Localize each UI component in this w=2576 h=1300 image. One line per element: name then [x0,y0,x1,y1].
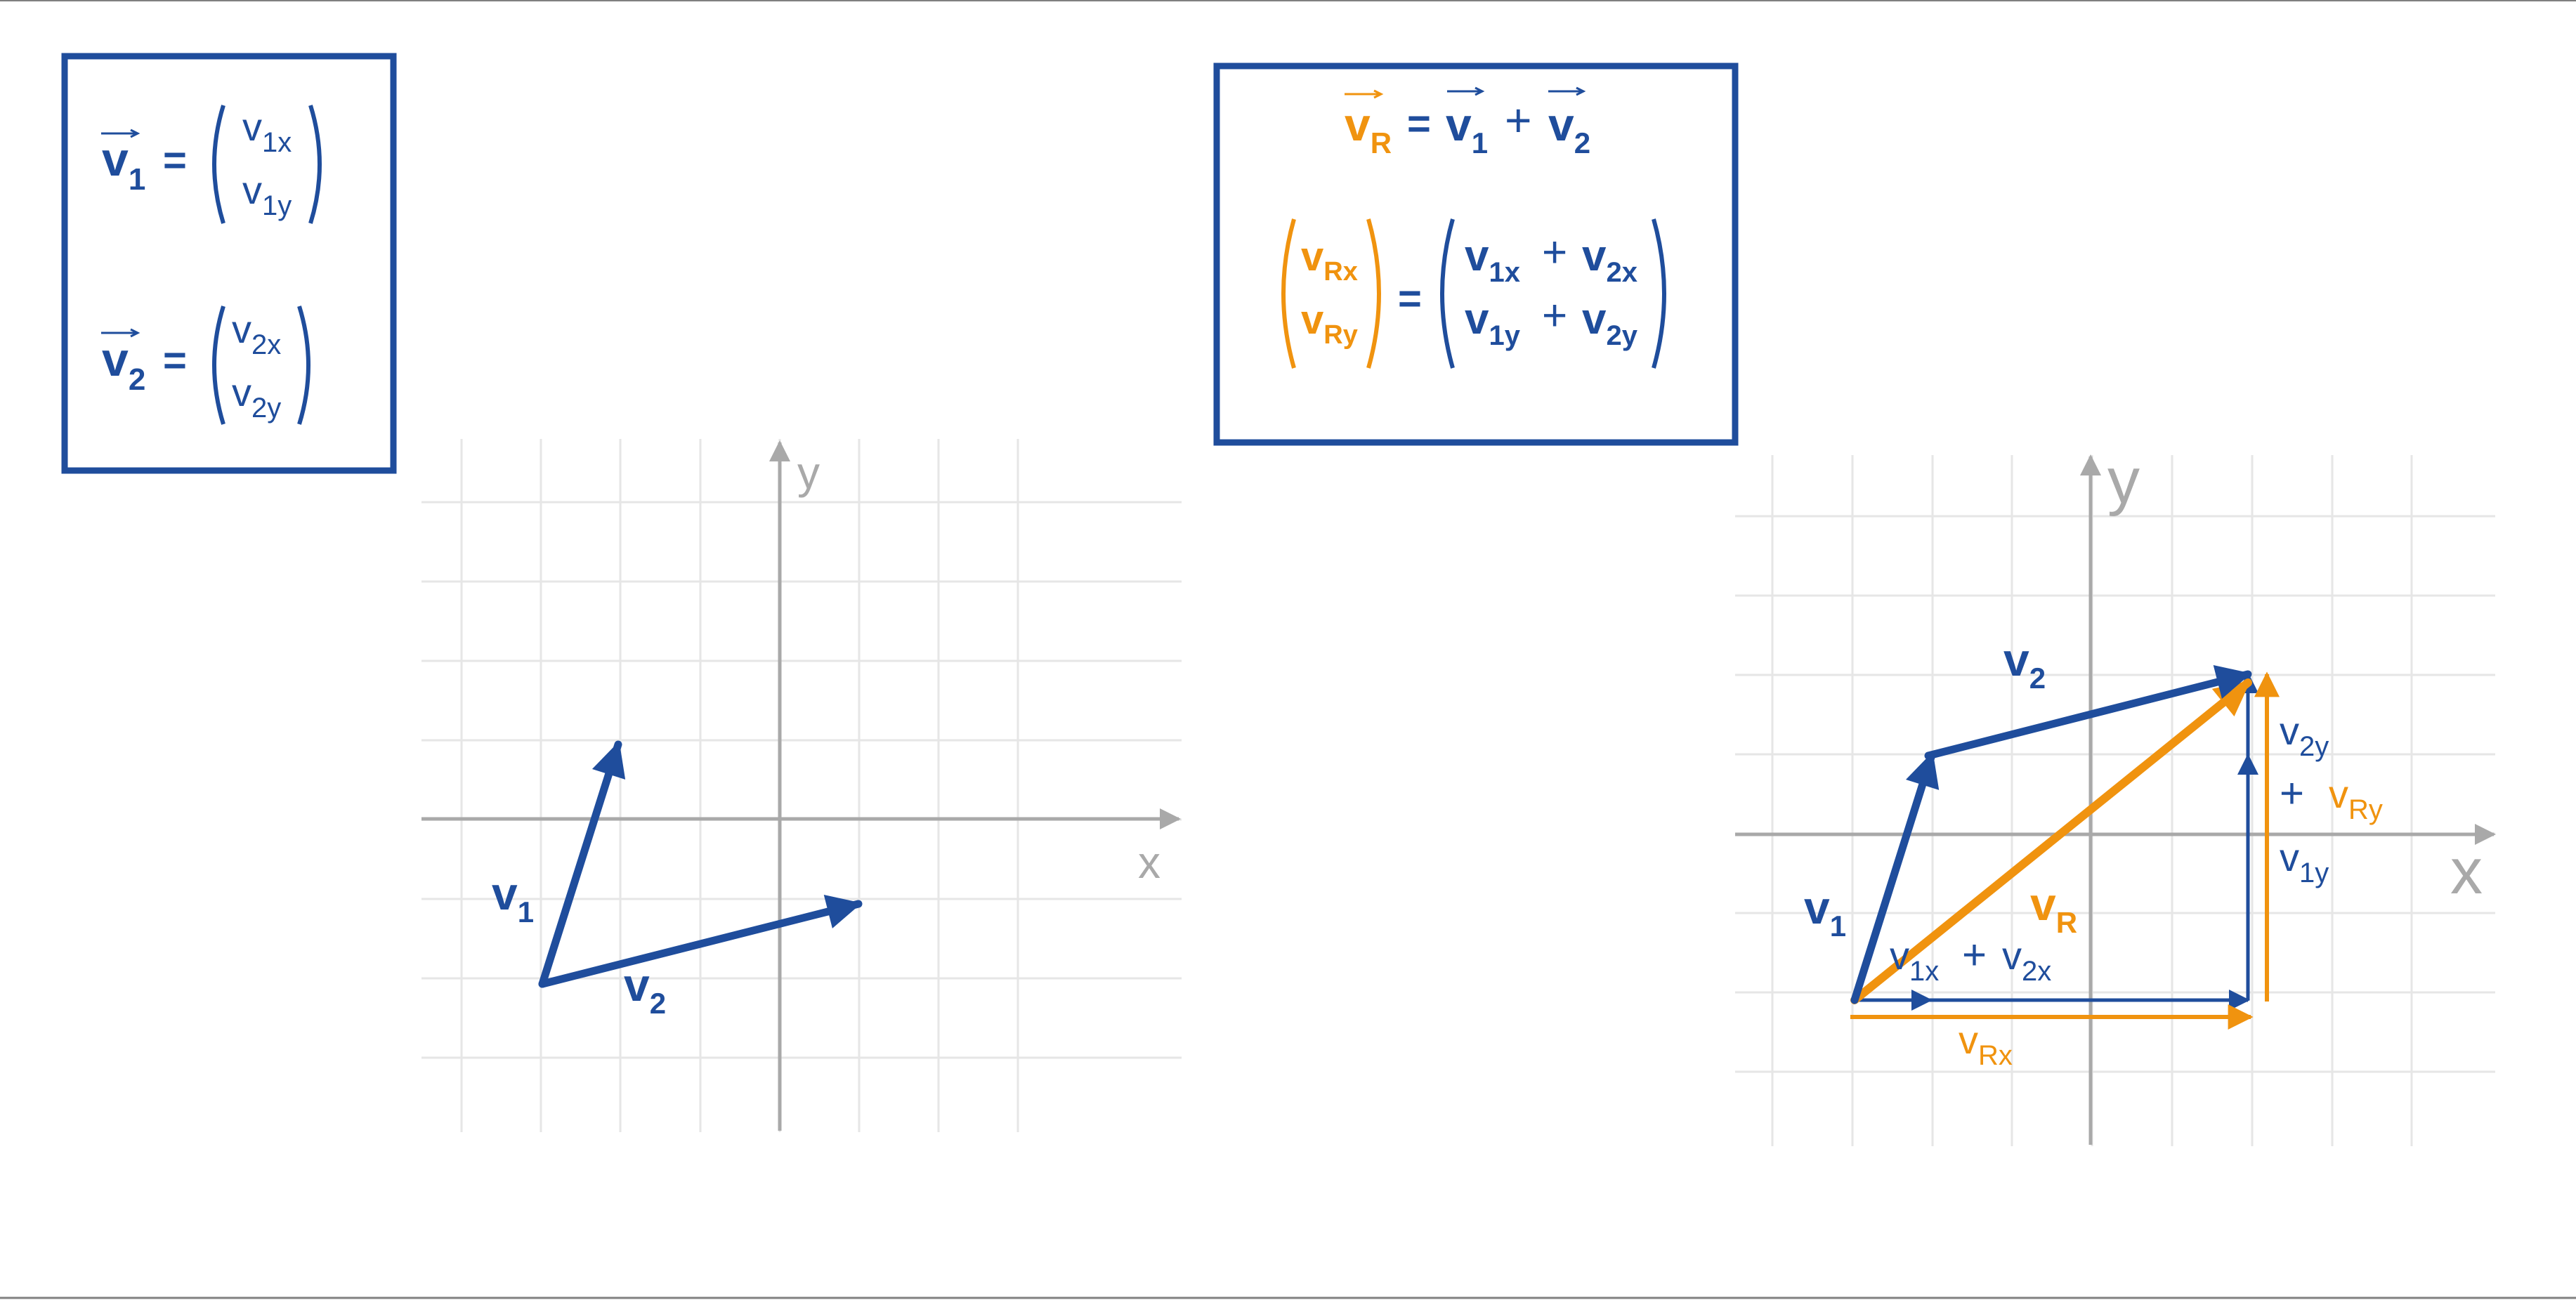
resultant-left-paren [1281,218,1296,369]
left-plot: x y v1 v2 [421,439,1182,1132]
right-plot: x y v1 v2 vR v1x + v2x vRx v2y + v1y vRy [1735,445,2496,1146]
v1x-term: v1x [1465,232,1520,288]
sum-left-paren [1440,218,1455,369]
left-v2-arrow [538,894,863,988]
v2x-label: v2x [2002,933,2051,987]
v2y-label: v2y [2280,709,2329,762]
right-x-axis-label: x [2450,836,2483,907]
x-sum-plus: + [1962,931,1987,978]
sum-equals: = [1407,101,1431,147]
vry-label: vRy [2329,772,2383,825]
left-v1-label: v1 [492,867,534,928]
sum-plus: + [1505,94,1532,146]
sum-box: vR = v1 + v2 vRx vRy = v1x + v2x v1y + v… [1213,63,1739,446]
left-y-axis-label: y [797,447,820,498]
left-v2-label: v2 [624,959,666,1020]
y-sum-plus: + [2280,770,2304,817]
v2-symbol: v2 [1548,98,1590,159]
v1y-component: v1y [242,168,292,221]
vry-component: vRy [1301,297,1358,350]
left-x-axis-label: x [1138,837,1160,888]
y-plus: + [1542,291,1567,340]
right-vr-arrow [1850,678,2252,1004]
v2x-term: v2x [1582,232,1637,288]
sum-box-frame [1213,63,1739,446]
vector-arrow-icon [1548,86,1586,96]
vector-arrow-icon [101,129,140,138]
v2-right-paren [297,306,310,425]
vr-symbol: vR [1345,98,1392,159]
v1-symbol: v1 [1446,98,1488,159]
component-equals: = [1398,276,1422,322]
v1-definition: v1 = v1x v1y [101,105,322,224]
right-v2-label: v2 [2003,633,2046,695]
right-y-axis-label: y [2107,445,2140,517]
v2x-component: v2x [232,307,281,360]
v1x-component: v1x [242,105,292,158]
right-v2-arrow [1924,665,2252,760]
v2y-component: v2y [232,370,281,424]
vector-arrow-icon [1447,86,1485,96]
v1-left-paren [212,105,225,224]
v1y-label: v1y [2280,835,2329,888]
left-plot-grid [421,439,1182,1132]
vrx-label: vRx [1959,1018,2013,1071]
vector-arrow-icon [1345,89,1384,99]
right-v1-label: v1 [1804,881,1846,943]
definitions-box-frame [61,53,397,474]
v2-equals: = [163,338,187,383]
right-vr-label: vR [2030,878,2077,939]
x-plus: + [1542,228,1567,277]
v1-symbol: v1 [102,133,145,197]
vector-arrow-icon [101,328,140,338]
v1-equals: = [163,138,187,183]
v2-definition: v2 = v2x v2y [101,306,310,425]
vrx-component: vRx [1301,234,1358,287]
v1x-label: v1x [1890,933,1939,987]
v1-right-paren [308,105,322,224]
v2y-term: v2y [1582,295,1638,351]
x-component-sum-label: v1x + v2x [1890,931,2051,987]
v1y-term: v1y [1465,295,1521,351]
v2-left-paren [212,306,225,425]
component-equation: vRx vRy = v1x + v2x v1y + v2y [1281,218,1666,369]
sum-equation: vR = v1 + v2 [1345,86,1590,159]
sum-right-paren [1652,218,1666,369]
left-v1-arrow [538,740,626,988]
right-v1-arrow [1850,751,1940,1004]
y-component-sum-label: v2y + v1y [2280,709,2329,888]
v2-symbol: v2 [102,333,145,397]
resultant-right-paren [1366,218,1381,369]
definitions-box: v1 = v1x v1y v2 = v2x v2y [61,53,397,474]
